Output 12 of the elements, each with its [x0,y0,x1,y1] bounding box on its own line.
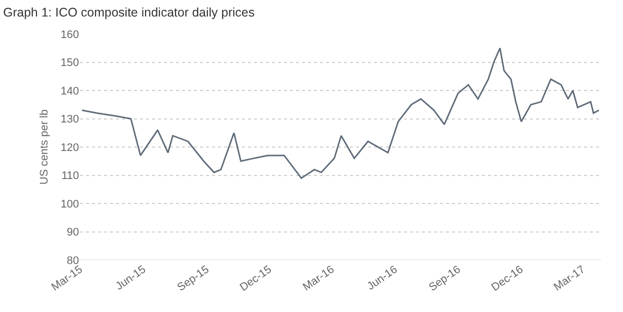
y-tick-label: 150 [60,57,79,70]
y-tick-label: 90 [66,226,79,239]
y-tick-label: 120 [60,142,79,154]
line-series [81,47,600,179]
y-tick-label: 130 [60,114,79,126]
chart-title: Graph 1: ICO composite indicator daily prices [3,6,255,20]
y-tick-label: 80 [66,254,79,267]
y-tick-label: 160 [60,28,79,41]
y-tick-label: 140 [60,85,79,98]
y-tick-label: 110 [61,170,79,182]
y-tick-label: 100 [60,198,79,210]
y-axis-title: US cents per lb [38,109,50,185]
